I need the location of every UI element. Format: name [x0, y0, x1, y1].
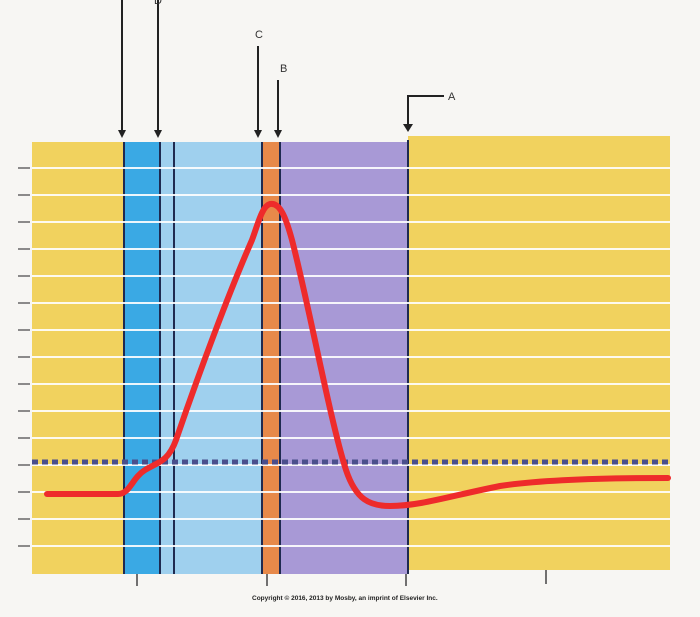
copyright-text: Copyright © 2016, 2013 by Mosby, an impr…	[252, 594, 438, 602]
label-C: C	[255, 29, 263, 41]
phase-arrows	[118, 0, 444, 138]
bottom-ticks	[136, 570, 547, 586]
arrow-A-head	[403, 124, 413, 132]
arrow-A	[407, 95, 444, 128]
action-potential-curve	[44, 200, 671, 509]
axis-ticks	[18, 167, 30, 547]
grid-lines	[32, 167, 670, 547]
phase-bands	[32, 136, 670, 574]
label-B: B	[280, 63, 287, 75]
label-A: A	[448, 91, 456, 103]
resting-phase-band-right	[408, 136, 670, 570]
label-D: D	[154, 0, 162, 7]
